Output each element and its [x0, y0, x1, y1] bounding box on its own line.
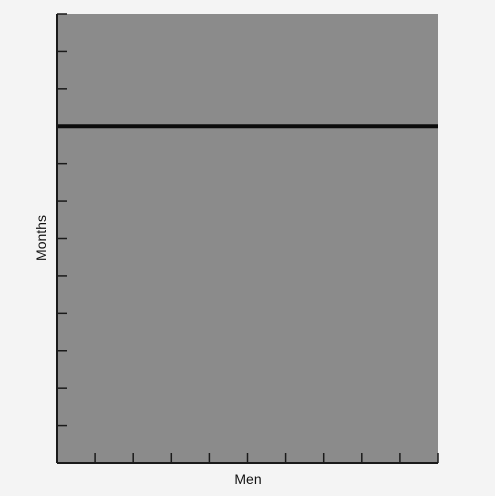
x-axis-ticks	[56, 453, 439, 463]
x-axis-label: Men	[234, 471, 261, 487]
y-axis-label: Months	[33, 215, 49, 261]
plot-area	[57, 14, 438, 463]
